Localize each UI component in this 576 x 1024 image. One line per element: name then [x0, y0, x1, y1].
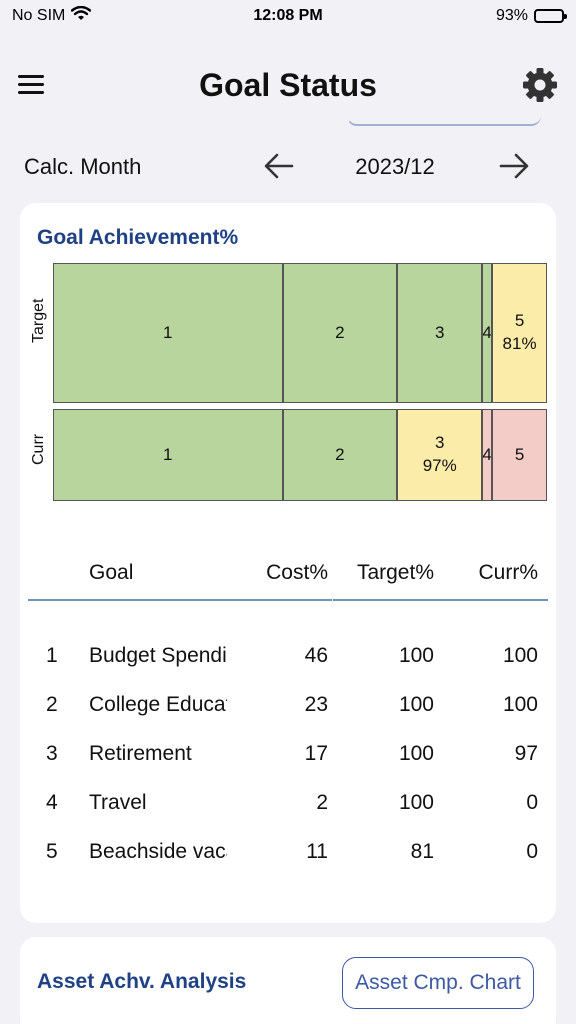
- cell-num: 1: [46, 644, 58, 667]
- menu-button[interactable]: [18, 75, 48, 99]
- cell-cost: 23: [304, 693, 328, 716]
- status-bar: No SIM 12:08 PM 93%: [0, 0, 576, 32]
- cell-goal: Retirement: [89, 742, 192, 765]
- asset-analysis-card: Asset Achv. Analysis Asset Cmp. Chart: [20, 937, 556, 1024]
- asset-compare-chart-button[interactable]: Asset Cmp. Chart: [342, 957, 534, 1009]
- cell-curr: 100: [502, 693, 538, 716]
- cell-goal: Travel: [89, 791, 147, 814]
- segment-label: 1: [163, 322, 173, 342]
- cell-goal: College Education: [89, 693, 227, 716]
- cell-curr: 0: [526, 791, 538, 814]
- menu-icon-line: [18, 75, 44, 78]
- table-row[interactable]: 2 College Education 23 100 100: [28, 687, 548, 727]
- segment-label: 5: [514, 311, 525, 331]
- segment-label: 4: [482, 322, 492, 342]
- bar-segment[interactable]: 5 81%: [492, 263, 547, 403]
- cell-curr: 97: [514, 742, 538, 765]
- cell-cost: 11: [306, 840, 328, 863]
- bar-row-label: Curr: [30, 433, 47, 465]
- menu-icon-line: [18, 91, 44, 94]
- cell-curr: 100: [502, 644, 538, 667]
- segment-percent: 81%: [502, 334, 537, 353]
- battery-percent: 93%: [495, 7, 528, 24]
- status-left: No SIM: [12, 5, 92, 27]
- segment-label: 1: [163, 444, 173, 464]
- header-curr: Curr%: [478, 561, 538, 584]
- bar-segment[interactable]: 4: [482, 263, 493, 403]
- bar-segment[interactable]: 5: [492, 409, 547, 501]
- next-month-button[interactable]: [497, 150, 531, 182]
- cell-target: 100: [398, 742, 434, 765]
- bar-segment[interactable]: 1: [53, 263, 283, 403]
- segment-label: 2: [335, 444, 345, 464]
- cell-num: 5: [46, 840, 58, 863]
- cell-num: 4: [46, 791, 58, 814]
- carrier-label: No SIM: [12, 7, 66, 24]
- segment-percent: 97%: [422, 456, 457, 475]
- cell-goal: Beachside vacation: [89, 840, 227, 863]
- header-divider: [333, 599, 548, 601]
- table-row[interactable]: 3 Retirement 17 100 97: [28, 736, 548, 776]
- header-goal: Goal: [89, 561, 134, 584]
- cell-goal: Budget Spending: [89, 644, 227, 667]
- month-selector: Calc. Month 2023/12: [0, 140, 576, 192]
- month-value: 2023/12: [355, 154, 435, 179]
- arrow-right-icon: [499, 153, 529, 179]
- cell-target: 100: [398, 791, 434, 814]
- arrow-left-icon: [264, 153, 294, 179]
- cell-cost: 2: [316, 791, 328, 814]
- card-title: Goal Achievement%: [37, 226, 239, 249]
- segment-label: 5: [514, 444, 525, 464]
- segment-label: 4: [482, 444, 492, 464]
- cell-target: 100: [398, 644, 434, 667]
- bar-segment[interactable]: 4: [482, 409, 493, 501]
- header-divider: [28, 599, 332, 601]
- table-row[interactable]: 4 Travel 2 100 0: [28, 785, 548, 825]
- table-row[interactable]: 1 Budget Spending 46 100 100: [28, 638, 548, 678]
- cell-cost: 46: [304, 644, 328, 667]
- segment-label: 3: [434, 322, 445, 342]
- bar-segment[interactable]: 2: [282, 263, 398, 403]
- cell-curr: 0: [526, 840, 538, 863]
- bar-segment[interactable]: 3: [397, 263, 483, 403]
- cell-target: 81: [410, 840, 434, 863]
- wifi-icon: [71, 5, 92, 27]
- bar-segment[interactable]: 2: [282, 409, 398, 501]
- segment-label: 3: [434, 433, 445, 453]
- menu-icon-line: [18, 83, 44, 86]
- calc-month-label: Calc. Month: [24, 154, 142, 179]
- header-cost: Cost%: [266, 561, 328, 584]
- bar-segment[interactable]: 1: [53, 409, 283, 501]
- cell-cost: 17: [304, 742, 328, 765]
- bar-segment[interactable]: 3 97%: [397, 409, 483, 501]
- settings-button[interactable]: [520, 65, 560, 105]
- segment-label: 2: [335, 322, 345, 342]
- goal-achievement-card: Goal Achievement% Target 1 2 3 4 5 81% Curr 1 2 3 9…: [20, 203, 556, 923]
- previous-month-button[interactable]: [262, 150, 296, 182]
- battery-icon: [534, 9, 567, 23]
- gear-icon: [523, 68, 557, 102]
- status-right: 93%: [495, 7, 567, 25]
- nav-bar: Goal Status: [0, 55, 576, 117]
- cell-num: 2: [46, 693, 58, 716]
- cell-target: 100: [398, 693, 434, 716]
- asset-analysis-title: Asset Achv. Analysis: [37, 970, 247, 993]
- cell-num: 3: [46, 742, 58, 765]
- bar-row-label: Target: [30, 298, 47, 343]
- tab-underline: [347, 112, 541, 126]
- table-row[interactable]: 5 Beachside vacation 11 81 0: [28, 834, 548, 874]
- achievement-bar-chart: Target 1 2 3 4 5 81% Curr 1 2 3 97% 4 5: [20, 261, 556, 511]
- header-target: Target%: [356, 561, 434, 584]
- page-title: Goal Status: [199, 67, 377, 103]
